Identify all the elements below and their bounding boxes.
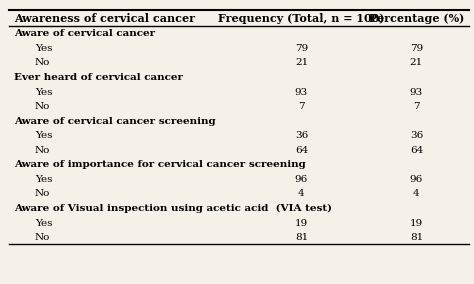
Text: Percentage (%): Percentage (%) <box>369 12 464 24</box>
Text: Aware of cervical cancer: Aware of cervical cancer <box>14 29 155 38</box>
Text: Aware of Visual inspection using acetic acid  (VIA test): Aware of Visual inspection using acetic … <box>14 204 332 213</box>
Text: 4: 4 <box>298 189 305 199</box>
Text: 96: 96 <box>410 175 423 184</box>
Text: 21: 21 <box>410 59 423 68</box>
Text: Aware of cervical cancer screening: Aware of cervical cancer screening <box>14 117 216 126</box>
Text: No: No <box>35 102 50 111</box>
Text: Yes: Yes <box>35 219 52 227</box>
Text: 36: 36 <box>410 131 423 140</box>
Text: 79: 79 <box>410 44 423 53</box>
Text: 64: 64 <box>410 146 423 155</box>
Text: 93: 93 <box>410 87 423 97</box>
Text: 21: 21 <box>295 59 308 68</box>
Text: 36: 36 <box>295 131 308 140</box>
Text: Yes: Yes <box>35 175 52 184</box>
Text: 81: 81 <box>295 233 308 242</box>
Text: No: No <box>35 189 50 199</box>
Text: No: No <box>35 59 50 68</box>
Text: 79: 79 <box>295 44 308 53</box>
Text: 81: 81 <box>410 233 423 242</box>
Text: 7: 7 <box>298 102 305 111</box>
Text: 93: 93 <box>295 87 308 97</box>
Text: Yes: Yes <box>35 87 52 97</box>
Text: 19: 19 <box>295 219 308 227</box>
Text: Awareness of cervical cancer: Awareness of cervical cancer <box>14 12 195 24</box>
Text: Yes: Yes <box>35 44 52 53</box>
Text: Aware of importance for cervical cancer screening: Aware of importance for cervical cancer … <box>14 160 306 169</box>
Text: 64: 64 <box>295 146 308 155</box>
Text: 4: 4 <box>413 189 419 199</box>
Text: 19: 19 <box>410 219 423 227</box>
Text: 96: 96 <box>295 175 308 184</box>
Text: 7: 7 <box>413 102 419 111</box>
Text: Yes: Yes <box>35 131 52 140</box>
Text: No: No <box>35 146 50 155</box>
Text: Ever heard of cervical cancer: Ever heard of cervical cancer <box>14 73 183 82</box>
Text: No: No <box>35 233 50 242</box>
Text: Frequency (Total, n = 100): Frequency (Total, n = 100) <box>218 12 384 24</box>
